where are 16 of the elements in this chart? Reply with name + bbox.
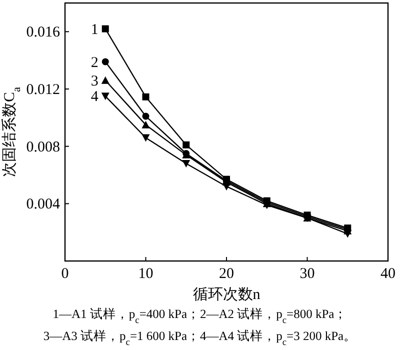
text: 1—A1 试样，p$_{c}$=400 kPa；2—A2 试样，p$_{c}$=800 kPa； (52, 307, 348, 326)
series-label: 4 (90, 89, 99, 106)
y-tick-label: 0.012 (26, 82, 60, 98)
y-tick-label: 0.016 (26, 24, 60, 41)
y-tick-label: 0.008 (26, 139, 60, 156)
x-tick-label: 20 (219, 266, 234, 282)
x-tick-label: 0 (61, 266, 69, 282)
series-label: 3 (90, 73, 98, 90)
x-tick-label: 10 (138, 266, 154, 282)
x-tick-label: 40 (380, 266, 396, 282)
series-label: 1 (90, 22, 98, 38)
text: 3—A3 试样，p$_{c}$=1 600 kPa；4—A4 试样，p$_{c}$=3 200 kPa。 (43, 329, 357, 348)
series-label: 2 (90, 54, 98, 71)
x-tick-label: 30 (300, 266, 315, 282)
y-tick-label: 0.004 (26, 196, 60, 213)
x-axis-title: 循环次数n (192, 287, 261, 303)
